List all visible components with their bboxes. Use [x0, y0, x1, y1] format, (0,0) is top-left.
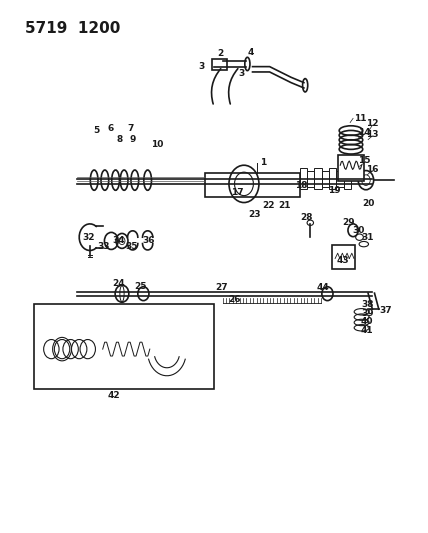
Text: 38: 38 [361, 301, 374, 309]
Text: 18: 18 [295, 181, 308, 190]
Text: 27: 27 [215, 284, 228, 292]
Text: 41: 41 [361, 326, 374, 335]
Bar [300, 168, 307, 189]
Text: 15: 15 [358, 157, 371, 165]
Text: 3: 3 [198, 62, 204, 71]
Text: 29: 29 [342, 219, 355, 227]
Text: 16: 16 [366, 165, 379, 174]
Text: 11: 11 [354, 114, 367, 123]
Text: 7: 7 [128, 125, 134, 133]
Bar [321, 171, 329, 187]
Text: 26: 26 [228, 295, 241, 304]
Text: 42: 42 [107, 391, 120, 400]
Bar [332, 245, 355, 269]
Text: 8: 8 [117, 135, 123, 144]
Text: 43: 43 [336, 256, 349, 264]
Text: 17: 17 [231, 189, 244, 197]
Bar [344, 168, 351, 189]
Bar [307, 171, 314, 187]
Text: 2: 2 [217, 49, 223, 58]
Text: 5719  1200: 5719 1200 [25, 21, 120, 36]
Text: 22: 22 [262, 201, 275, 210]
Bar [205, 173, 300, 197]
Text: 19: 19 [328, 187, 341, 195]
Text: 37: 37 [380, 306, 392, 314]
Text: 39: 39 [361, 309, 374, 318]
Text: 30: 30 [353, 226, 365, 235]
Bar [212, 59, 227, 70]
Text: 3: 3 [239, 69, 245, 78]
Text: 31: 31 [361, 233, 374, 241]
Text: 40: 40 [361, 318, 374, 326]
Text: 14: 14 [358, 128, 371, 136]
Text: 44: 44 [317, 284, 330, 292]
Text: 9: 9 [130, 135, 136, 144]
Text: 24: 24 [113, 279, 125, 288]
Text: 33: 33 [97, 242, 110, 251]
Bar [338, 155, 364, 181]
Text: 36: 36 [143, 237, 155, 245]
Bar [314, 168, 321, 189]
Text: 21: 21 [278, 201, 291, 210]
Text: 32: 32 [83, 233, 95, 241]
Text: 12: 12 [366, 119, 379, 128]
Text: 28: 28 [300, 213, 312, 222]
Text: 6: 6 [107, 125, 113, 133]
Text: 4: 4 [247, 48, 253, 56]
Text: 5: 5 [93, 126, 99, 135]
Text: 34: 34 [113, 237, 125, 245]
Bar [336, 171, 344, 187]
Text: 35: 35 [125, 242, 138, 251]
Bar [34, 304, 214, 389]
Text: 1: 1 [260, 158, 266, 167]
Text: 25: 25 [134, 282, 147, 291]
Text: 13: 13 [366, 130, 379, 139]
Text: 10: 10 [152, 141, 163, 149]
Text: 20: 20 [363, 199, 375, 208]
Bar [329, 168, 336, 189]
Text: 23: 23 [248, 210, 261, 219]
